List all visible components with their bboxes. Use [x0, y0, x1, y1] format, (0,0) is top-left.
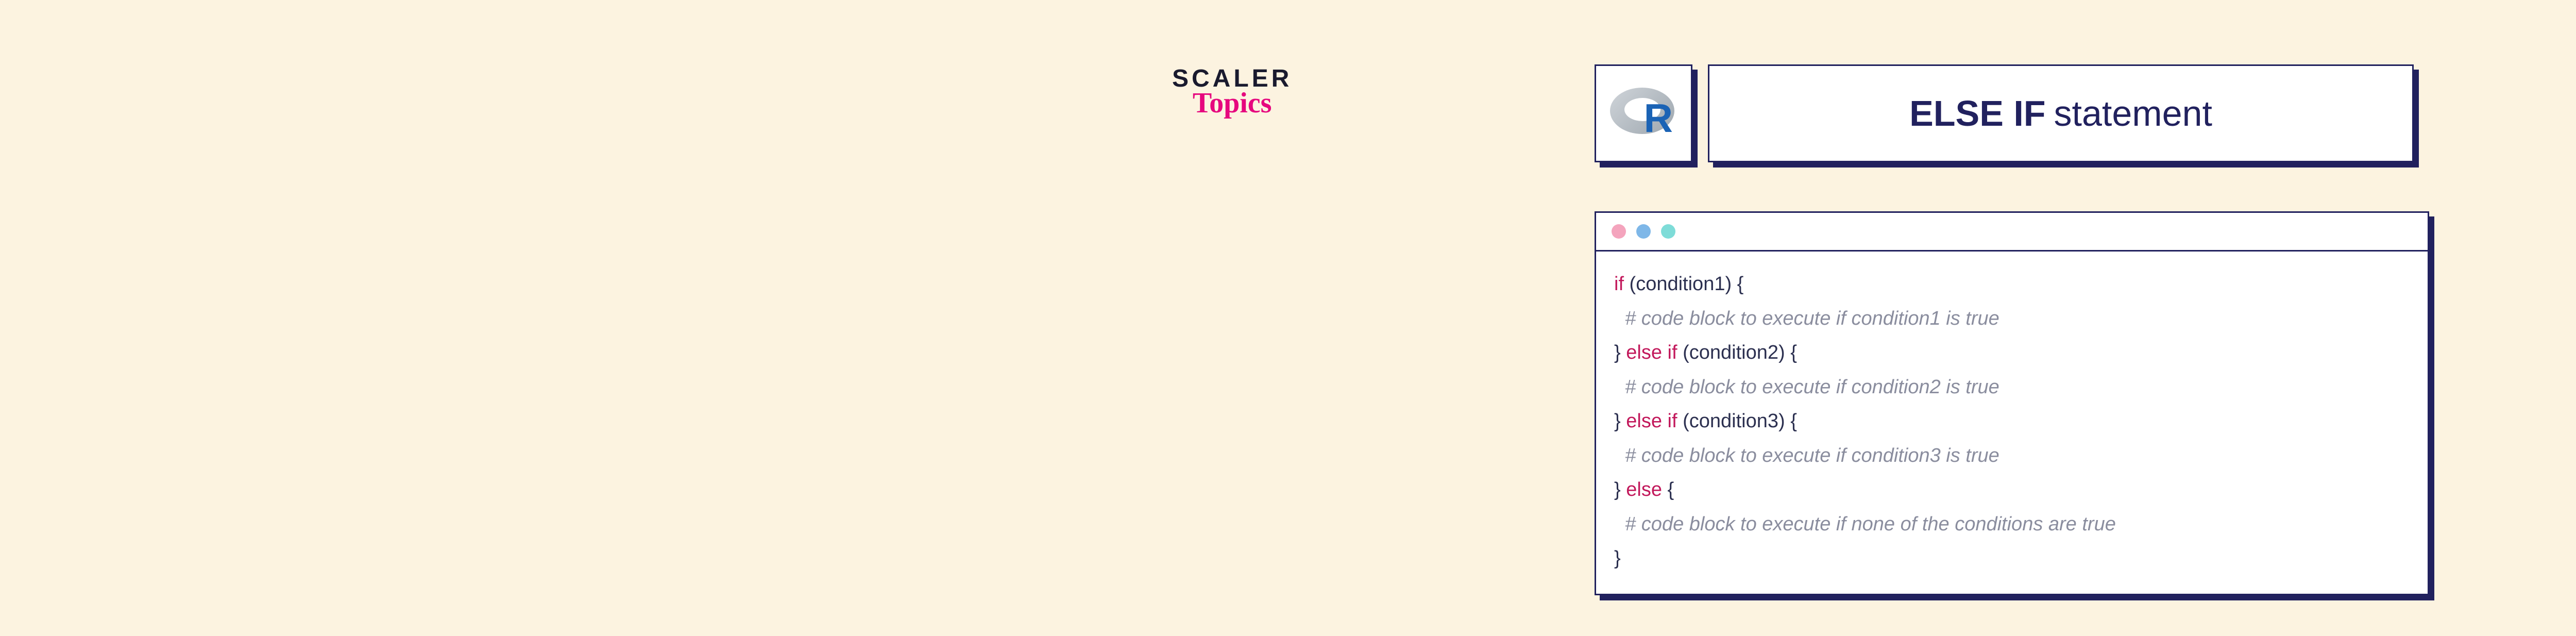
code-line: # code block to execute if condition1 is… [1614, 302, 2410, 336]
code-body: if (condition1) { # code block to execut… [1596, 252, 2428, 594]
code-line: # code block to execute if none of the c… [1614, 507, 2410, 542]
window-titlebar [1596, 213, 2428, 252]
code-line: } else if (condition3) { [1614, 404, 2410, 439]
code-line: # code block to execute if condition3 is… [1614, 439, 2410, 473]
r-logo-icon: R [1610, 88, 1677, 139]
title-bold: ELSE IF [1909, 93, 2045, 134]
header-row: R ELSE IF statement [1595, 64, 2414, 162]
code-line: } [1614, 541, 2410, 576]
title-box: ELSE IF statement [1708, 64, 2414, 162]
code-line: } else { [1614, 473, 2410, 507]
code-line: if (condition1) { [1614, 267, 2410, 302]
r-logo-box: R [1595, 64, 1692, 162]
code-line: # code block to execute if condition2 is… [1614, 370, 2410, 405]
window-dot-maximize-icon [1661, 224, 1675, 239]
window-dot-minimize-icon [1636, 224, 1651, 239]
window-dot-close-icon [1612, 224, 1626, 239]
code-window: if (condition1) { # code block to execut… [1595, 211, 2429, 595]
title-light: statement [2054, 93, 2212, 134]
brand-logo: SCALER Topics [1172, 64, 1292, 120]
code-line: } else if (condition2) { [1614, 336, 2410, 370]
